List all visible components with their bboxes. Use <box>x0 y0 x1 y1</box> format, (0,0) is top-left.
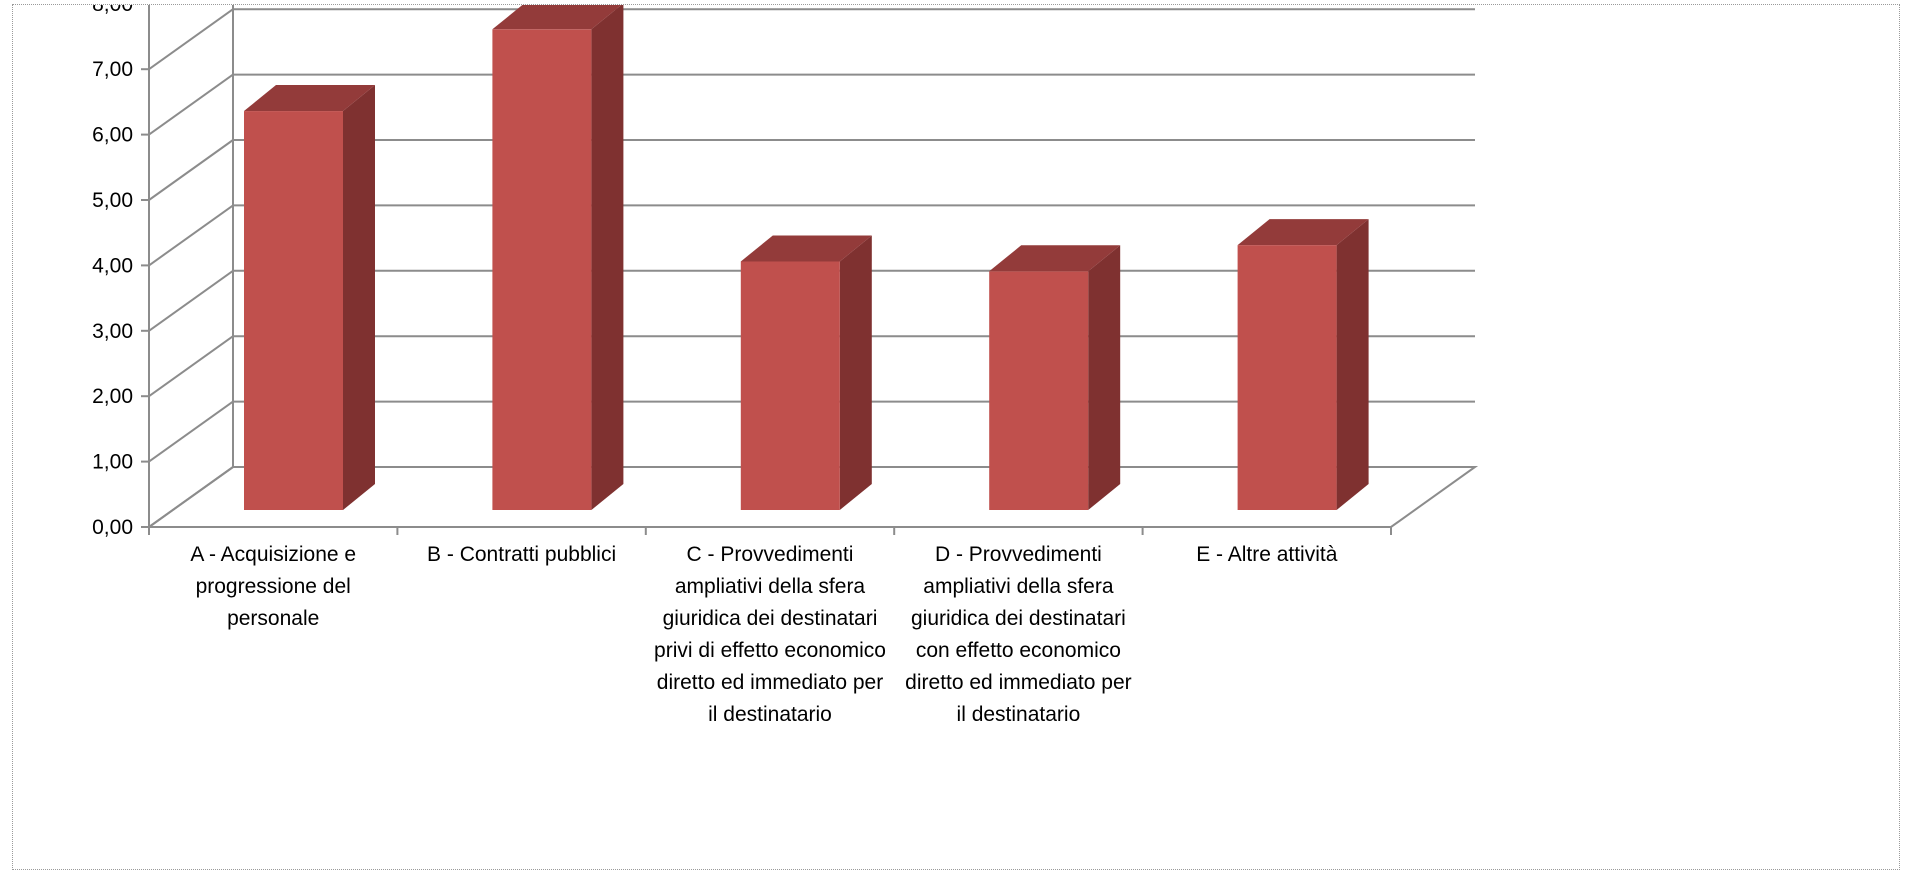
gridline-side <box>148 73 234 136</box>
x-category-label-line: personale <box>227 607 319 630</box>
x-category-label: E - Altre attività <box>1196 543 1338 566</box>
bar-side <box>839 235 872 511</box>
bar-side <box>343 85 375 510</box>
gridline-side <box>148 400 234 463</box>
x-category-label-line: diretto ed immediato per <box>905 671 1131 694</box>
x-category-label-line: il destinatario <box>957 703 1081 726</box>
x-category-label-line: ampliativi della sfera <box>675 575 866 598</box>
bar-top <box>492 5 622 30</box>
bar-side <box>1336 219 1369 510</box>
y-tick-label: 4,00 <box>92 254 133 277</box>
x-category-label-line: progressione del <box>196 575 351 598</box>
bar-side <box>591 5 624 510</box>
bar-top <box>244 85 375 112</box>
x-category-label-line: B - Contratti pubblici <box>427 543 616 566</box>
x-category-label: D - Provvedimenti ampliativi della sfera g… <box>905 543 1131 726</box>
x-category-label: A - Acquisizione e progressione del person… <box>190 543 356 630</box>
gridline-side <box>148 204 234 267</box>
y-tick-label: 2,00 <box>92 385 133 408</box>
gridline-side <box>148 466 234 528</box>
x-category-label-line: il destinatario <box>708 703 832 726</box>
x-axis-labels: A - Acquisizione e progressione del person… <box>148 527 1392 726</box>
x-category-label-line: C - Provvedimenti <box>687 543 854 566</box>
chart-frame: 0,00 1,00 2,00 3,00 4,00 5,00 6,00 7,00 8,00 A -… <box>12 4 1900 870</box>
x-category-label-line: ampliativi della sfera <box>923 575 1114 598</box>
gridline-side <box>148 335 234 398</box>
bar <box>244 111 343 510</box>
bar <box>492 29 592 511</box>
y-tick-label: 8,00 <box>92 5 133 16</box>
x-category-label-line: giuridica dei destinatari <box>663 607 878 630</box>
x-category-label-line: con effetto economico <box>916 639 1121 662</box>
y-axis-ticks: 0,00 1,00 2,00 3,00 4,00 5,00 6,00 7,00 8,00 <box>92 5 149 539</box>
gridline-side <box>148 139 234 201</box>
y-tick-label: 6,00 <box>92 124 133 147</box>
x-category-label-line: giuridica dei destinatari <box>911 607 1126 630</box>
bar <box>740 261 840 510</box>
x-category-label-line: diretto ed immediato per <box>657 671 883 694</box>
y-tick-label: 0,00 <box>92 516 133 539</box>
x-category-label-line: A - Acquisizione e <box>190 543 356 566</box>
gridline-side <box>148 8 234 71</box>
gridline-side <box>148 269 234 332</box>
x-category-label-line: privi di effetto economico <box>654 639 886 662</box>
x-category-label: C - Provvedimenti ampliativi della sfera g… <box>654 543 886 726</box>
bars <box>244 5 1369 511</box>
bar-chart: 0,00 1,00 2,00 3,00 4,00 5,00 6,00 7,00 8,00 A -… <box>92 5 1479 726</box>
bar-top <box>740 235 872 262</box>
bar <box>989 271 1089 510</box>
bar-side <box>1088 245 1121 511</box>
y-tick-label: 7,00 <box>92 58 133 81</box>
bar-top <box>1237 219 1369 246</box>
x-category-label: B - Contratti pubblici <box>427 543 616 566</box>
y-tick-label: 1,00 <box>92 451 133 474</box>
x-category-label-line: D - Provvedimenti <box>935 543 1102 566</box>
bar-top <box>989 245 1121 272</box>
y-tick-label: 5,00 <box>92 189 133 212</box>
y-tick-label: 3,00 <box>92 320 133 343</box>
x-category-label-line: E - Altre attività <box>1196 543 1338 566</box>
bar <box>1237 245 1337 510</box>
